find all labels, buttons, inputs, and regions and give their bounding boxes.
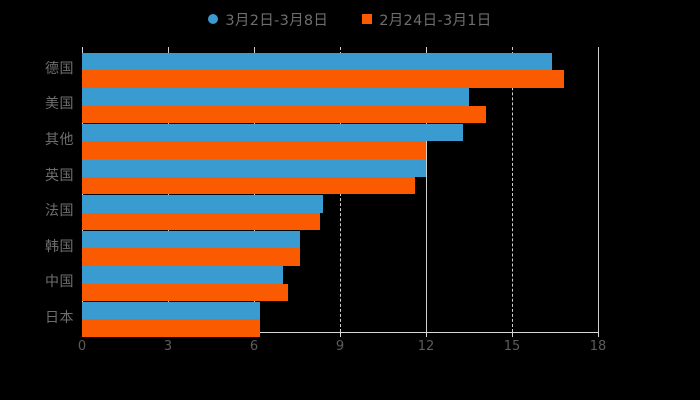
y-axis-category-labels: 德国 美国 其他 英国 法国 韩国 中国 日本 xyxy=(0,47,74,332)
y-axis-label-3: 英国 xyxy=(45,167,74,184)
bar-英国-series-1[interactable] xyxy=(82,159,426,177)
bar-韩国-series-1[interactable] xyxy=(82,230,300,249)
y-axis-label-5: 韩国 xyxy=(45,238,74,255)
bar-日本-series-1[interactable] xyxy=(82,301,260,320)
x-tick-mark-15 xyxy=(512,332,513,337)
x-tick-label-3: 3 xyxy=(163,339,173,354)
bar-美国-series-1[interactable] xyxy=(82,88,469,106)
bar-法国-series-2[interactable] xyxy=(82,212,320,230)
gridline-18 xyxy=(598,47,599,332)
y-axis-label-0: 德国 xyxy=(45,60,74,77)
x-tick-mark-18 xyxy=(598,332,599,337)
bar-日本-series-2[interactable] xyxy=(82,319,260,337)
bar-其他-series-2[interactable] xyxy=(82,141,426,159)
chart-legend: 3月2日-3月8日 2月24日-3月1日 xyxy=(0,6,700,32)
x-tick-label-15: 15 xyxy=(503,339,521,354)
gridline-12 xyxy=(426,47,427,332)
x-tick-label-0: 0 xyxy=(77,339,87,354)
bar-德国-series-2[interactable] xyxy=(82,70,564,88)
x-tick-label-12: 12 xyxy=(417,339,435,354)
y-axis-label-6: 中国 xyxy=(45,274,74,291)
y-axis-label-7: 日本 xyxy=(45,310,74,326)
plot-area: 0 3 6 9 12 15 18 xyxy=(78,47,606,354)
x-tick-label-6: 6 xyxy=(249,339,259,354)
bar-韩国-series-2[interactable] xyxy=(82,248,300,266)
legend-square-marker-icon xyxy=(362,14,373,24)
legend-circle-marker-icon xyxy=(208,14,219,24)
y-axis-label-4: 法国 xyxy=(45,203,74,220)
x-tick-mark-12 xyxy=(426,332,427,337)
bar-其他-series-1[interactable] xyxy=(82,123,464,142)
bar-德国-series-1[interactable] xyxy=(82,52,553,70)
y-axis-label-1: 美国 xyxy=(45,96,74,113)
bar-中国-series-1[interactable] xyxy=(82,266,283,284)
legend-item-series-2[interactable]: 2月24日-3月1日 xyxy=(362,9,491,30)
x-tick-mark-9 xyxy=(340,332,341,337)
bar-英国-series-2[interactable] xyxy=(82,176,415,195)
legend-label-series-1: 3月2日-3月8日 xyxy=(225,12,329,29)
x-tick-label-18: 18 xyxy=(589,339,607,354)
y-axis-label-2: 其他 xyxy=(45,132,74,148)
x-tick-label-9: 9 xyxy=(335,339,345,354)
bar-美国-series-2[interactable] xyxy=(82,105,487,124)
gridline-15 xyxy=(512,47,513,332)
legend-item-series-1[interactable]: 3月2日-3月8日 xyxy=(208,9,328,30)
legend-label-series-2: 2月24日-3月1日 xyxy=(379,12,492,29)
bar-中国-series-2[interactable] xyxy=(82,283,289,302)
bar-法国-series-1[interactable] xyxy=(82,195,323,213)
